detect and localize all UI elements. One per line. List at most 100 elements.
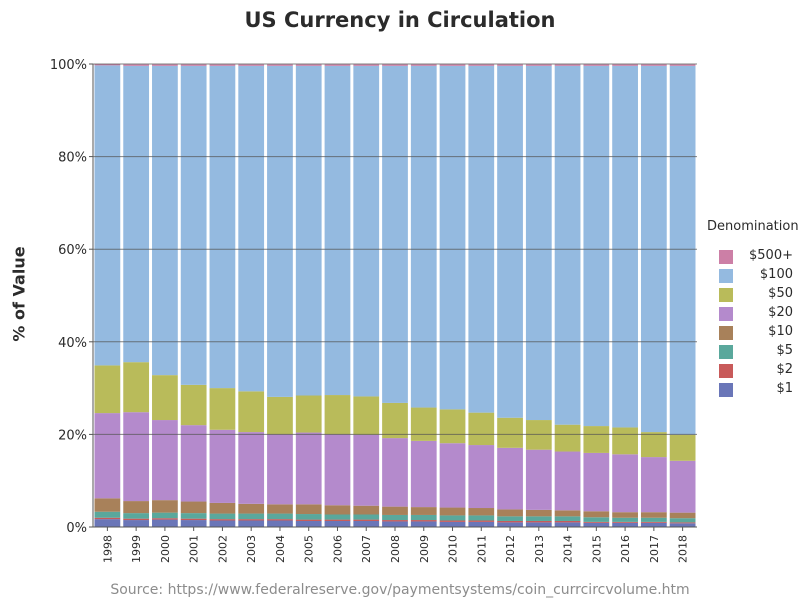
bar-2012-10 bbox=[497, 509, 523, 517]
x-tick-label: 2018 bbox=[677, 535, 690, 563]
x-tick-label: 1998 bbox=[101, 535, 114, 563]
bar-2000-20 bbox=[152, 420, 178, 501]
bar-2000-5 bbox=[152, 512, 178, 519]
bar-2004-5 bbox=[267, 513, 293, 520]
bar-1999-5 bbox=[123, 513, 150, 519]
bar-2011-500 bbox=[468, 64, 495, 66]
bar-2005-5 bbox=[295, 514, 322, 520]
bar-2003-500 bbox=[238, 64, 265, 66]
bar-2000-10 bbox=[152, 500, 178, 513]
x-tick-label: 2011 bbox=[475, 535, 488, 563]
bar-2017-50 bbox=[640, 432, 667, 458]
bar-1998-10 bbox=[94, 498, 121, 512]
bar-2001-5 bbox=[180, 513, 207, 519]
bar-2009-10 bbox=[410, 507, 437, 515]
y-tick-label: 60% bbox=[58, 243, 87, 258]
bar-2000-50 bbox=[152, 375, 178, 421]
bar-2015-1 bbox=[583, 522, 610, 527]
bar-2005-10 bbox=[295, 504, 322, 515]
x-tick-label: 2009 bbox=[418, 535, 431, 563]
bar-2017-10 bbox=[640, 512, 667, 518]
bar-2010-1 bbox=[439, 521, 466, 527]
bar-2018-10 bbox=[669, 512, 696, 519]
bar-2006-1 bbox=[324, 520, 351, 527]
bar-2001-500 bbox=[180, 64, 207, 66]
bar-2004-100 bbox=[267, 65, 293, 397]
bar-2001-1 bbox=[180, 520, 207, 527]
bar-2018-50 bbox=[669, 434, 696, 461]
bar-2003-20 bbox=[238, 432, 265, 504]
bar-2004-50 bbox=[267, 396, 293, 435]
legend-swatch bbox=[719, 383, 733, 397]
bar-2007-500 bbox=[353, 64, 380, 66]
bar-2018-2 bbox=[669, 522, 696, 524]
x-tick-label: 2001 bbox=[188, 535, 201, 563]
bar-2007-10 bbox=[353, 505, 380, 515]
y-tick-label: 0% bbox=[66, 521, 87, 536]
bar-2012-5 bbox=[497, 516, 523, 521]
bar-2018-100 bbox=[669, 65, 696, 435]
bar-2017-5 bbox=[640, 517, 667, 522]
bar-2015-50 bbox=[583, 426, 610, 453]
legend-title: Denomination bbox=[707, 219, 799, 234]
bar-2014-10 bbox=[554, 510, 581, 517]
legend-label: $20 bbox=[768, 305, 793, 320]
bar-2007-20 bbox=[353, 434, 380, 506]
bar-2009-50 bbox=[410, 407, 437, 441]
bar-2008-10 bbox=[382, 506, 408, 515]
bar-2006-500 bbox=[324, 64, 351, 66]
bar-2005-100 bbox=[295, 65, 322, 396]
bar-2015-500 bbox=[583, 64, 610, 66]
bar-2003-100 bbox=[238, 65, 265, 392]
bar-2008-100 bbox=[382, 65, 408, 403]
y-tick-label: 80% bbox=[58, 151, 87, 166]
bar-2005-500 bbox=[295, 64, 322, 66]
bar-2005-2 bbox=[295, 519, 322, 521]
bar-2001-20 bbox=[180, 425, 207, 502]
bar-2016-100 bbox=[612, 65, 638, 428]
bar-2002-2 bbox=[209, 519, 236, 521]
bar-2010-500 bbox=[439, 64, 466, 66]
x-tick-label: 2003 bbox=[245, 535, 258, 563]
x-tick-label: 2000 bbox=[159, 535, 172, 563]
bar-2008-50 bbox=[382, 402, 408, 439]
bar-1999-2 bbox=[123, 518, 150, 521]
chart-title: US Currency in Circulation bbox=[244, 8, 556, 32]
bar-2017-20 bbox=[640, 457, 667, 513]
bar-2010-5 bbox=[439, 515, 466, 521]
legend-swatch bbox=[719, 364, 733, 378]
bar-2011-5 bbox=[468, 515, 495, 521]
bar-2011-10 bbox=[468, 508, 495, 516]
bar-2013-100 bbox=[525, 65, 552, 421]
y-tick-label: 20% bbox=[58, 428, 87, 443]
bar-2004-500 bbox=[267, 64, 293, 66]
x-tick-label: 2008 bbox=[389, 535, 402, 563]
bar-2014-50 bbox=[554, 424, 581, 452]
bar-2003-2 bbox=[238, 519, 265, 521]
bar-2016-5 bbox=[612, 517, 638, 522]
legend-swatch bbox=[719, 345, 733, 359]
x-tick-label: 2012 bbox=[504, 535, 517, 563]
bar-2013-5 bbox=[525, 516, 552, 521]
bar-2010-10 bbox=[439, 507, 466, 516]
bar-2006-50 bbox=[324, 395, 351, 435]
bar-2004-20 bbox=[267, 434, 293, 505]
bar-2018-5 bbox=[669, 518, 696, 523]
bar-2009-20 bbox=[410, 440, 437, 508]
bar-2014-20 bbox=[554, 451, 581, 511]
x-tick-label: 2015 bbox=[590, 535, 603, 563]
bar-2001-2 bbox=[180, 518, 207, 521]
bar-2006-5 bbox=[324, 514, 351, 520]
bar-2002-1 bbox=[209, 520, 236, 527]
bar-2006-100 bbox=[324, 65, 351, 396]
bar-2010-2 bbox=[439, 520, 466, 522]
bar-2008-5 bbox=[382, 514, 408, 521]
bar-2016-500 bbox=[612, 64, 638, 66]
x-tick-label: 2017 bbox=[648, 535, 661, 563]
x-tick-label: 2013 bbox=[533, 535, 546, 563]
legend-swatch bbox=[719, 269, 733, 283]
bar-1999-500 bbox=[123, 64, 150, 66]
bar-2015-5 bbox=[583, 517, 610, 522]
bar-2008-20 bbox=[382, 438, 408, 507]
y-tick-label: 40% bbox=[58, 336, 87, 351]
